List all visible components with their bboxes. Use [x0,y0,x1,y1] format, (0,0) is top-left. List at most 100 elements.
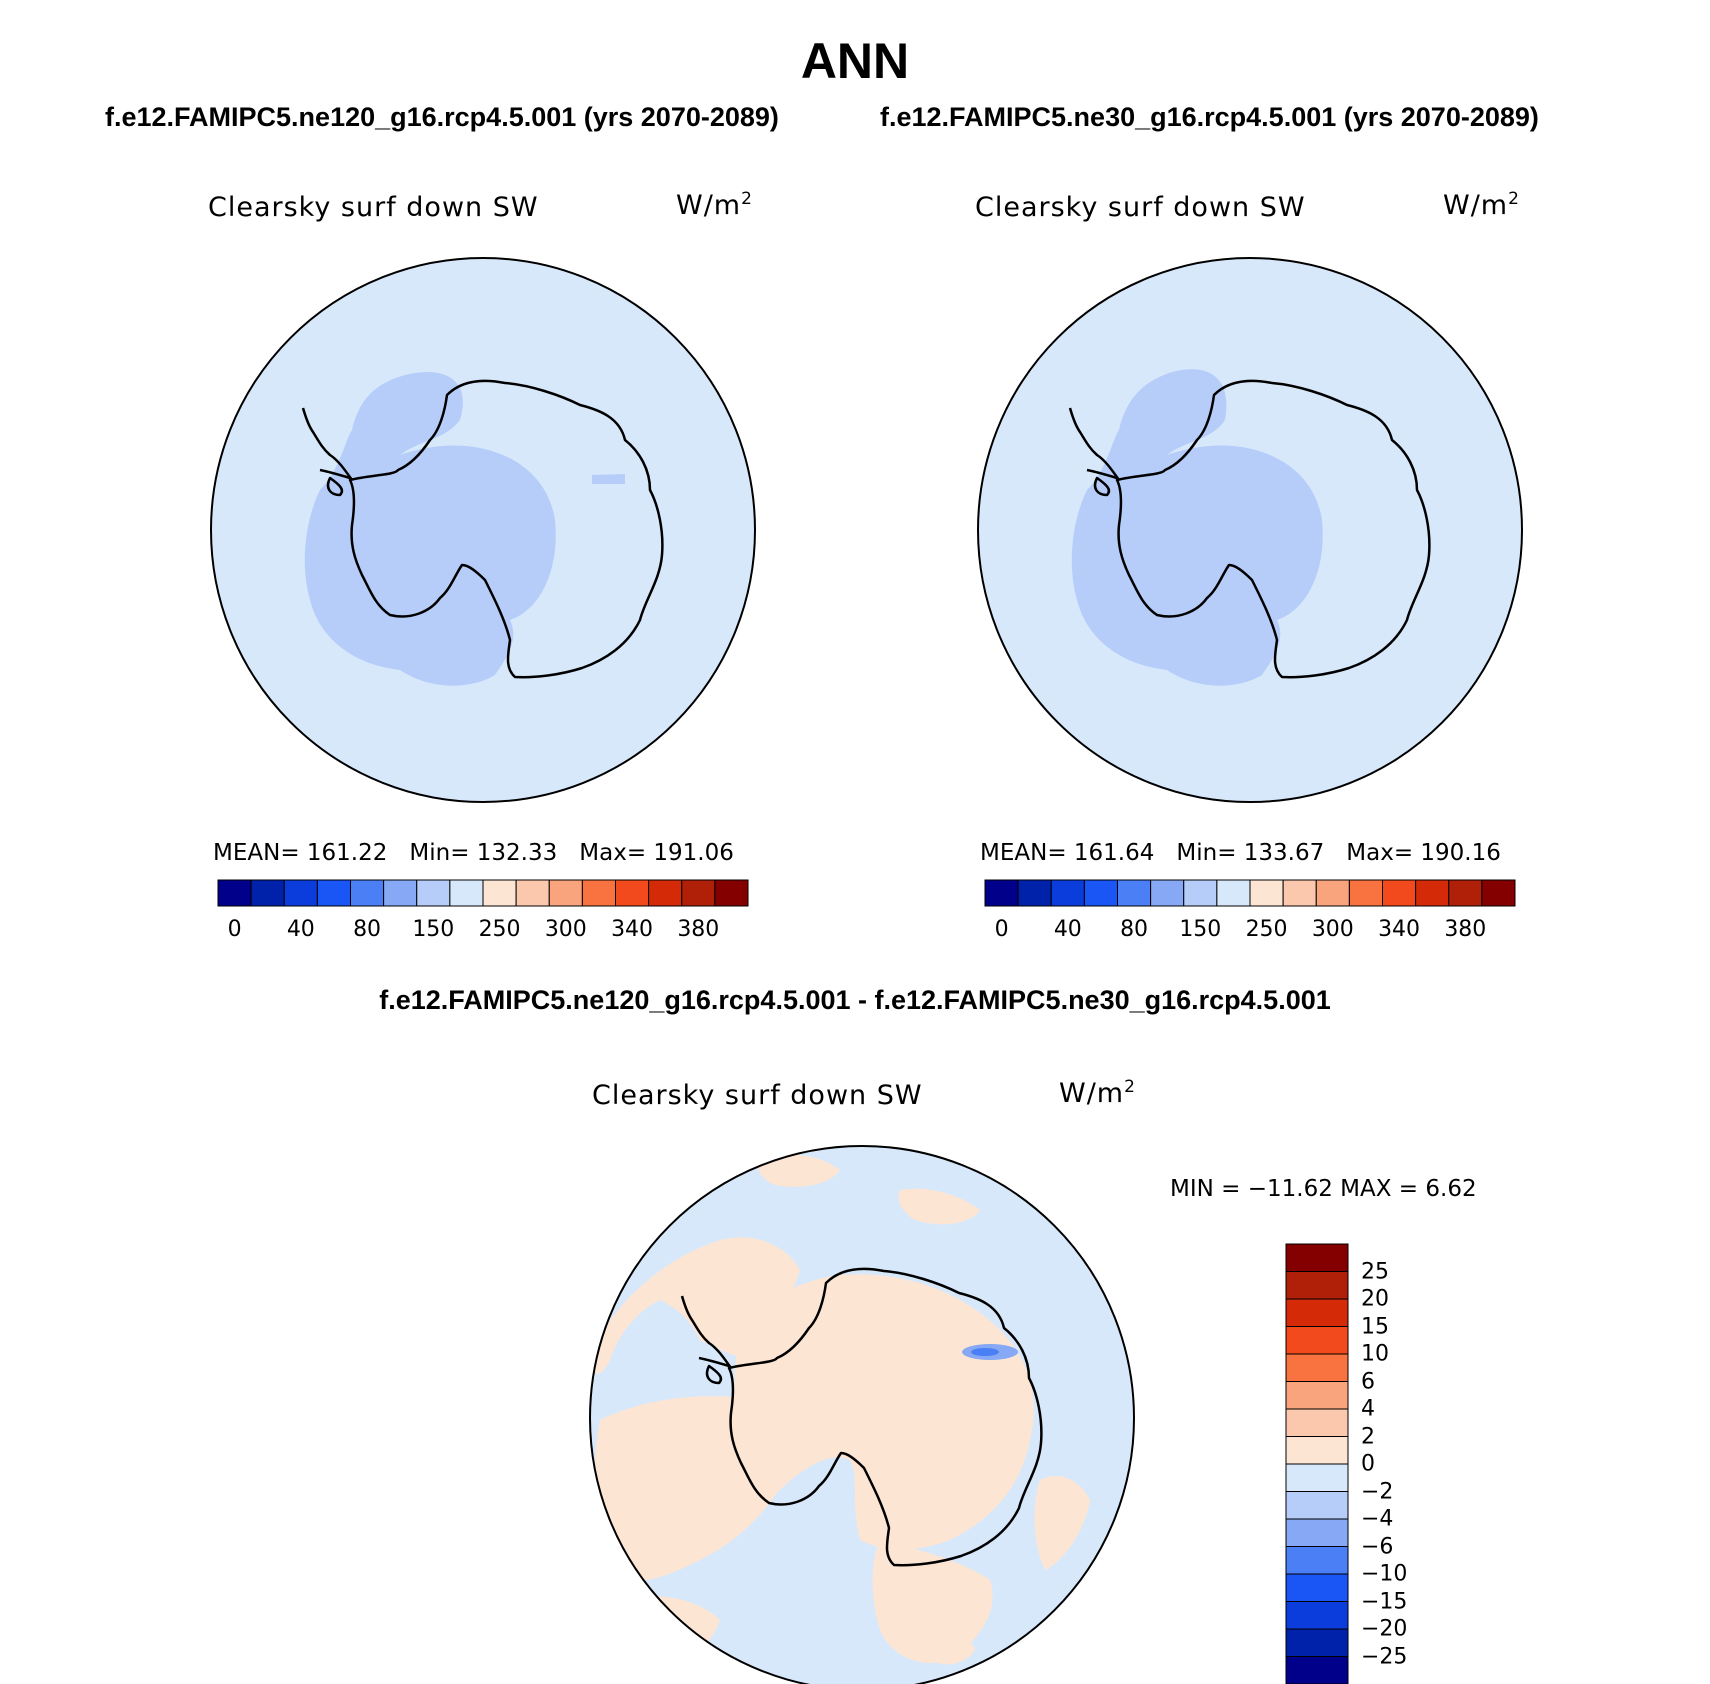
difference-title: f.e12.FAMIPC5.ne120_g16.rcp4.5.001 - f.e… [0,985,1710,1016]
diff-colorbar-box [1286,1602,1348,1630]
panel1-ocean [211,258,755,802]
panel1-colorbar-tick-label: 150 [412,917,454,942]
panel2-max: Max= 190.16 [1346,840,1501,866]
panel1-colorbar-box [483,880,516,906]
panel1-colorbar-box [549,880,582,906]
panel1-colorbar-tick-label: 80 [353,917,381,942]
panel1-antarctica-coastline [350,381,662,677]
panel2-peninsula-coastline [1070,408,1119,495]
panel2-colorbar-box [1416,880,1449,906]
diff-colorbar-box [1286,1574,1348,1602]
case2-title: f.e12.FAMIPC5.ne30_g16.rcp4.5.001 (yrs 2… [880,102,1539,133]
diff-colorbar-box [1286,1547,1348,1575]
diff-peninsula-coastline [682,1296,731,1383]
diff-colorbar-tick-label: 20 [1361,1287,1389,1312]
diff-units: W/m2 [1059,1077,1136,1109]
case1-title: f.e12.FAMIPC5.ne120_g16.rcp4.5.001 (yrs … [105,102,779,133]
diff-colorbar-tick-label: −20 [1361,1617,1407,1642]
season-title: ANN [0,32,1710,90]
diff-colorbar-box [1286,1629,1348,1657]
panel2-map-boundary [978,258,1522,802]
diff-colorbar-box [1286,1382,1348,1410]
panel2-colorbar-tick-label: 40 [1054,917,1082,942]
panel1-max: Max= 191.06 [579,840,734,866]
panel2-colorbar [985,880,1515,910]
panel1-colorbar-box [251,880,284,906]
panel1-units: W/m2 [676,189,753,221]
panel1-colorbar-box [649,880,682,906]
panel2-colorbar-tick-label: 300 [1312,917,1354,942]
panel1-peninsula-coastline [303,408,352,495]
panel1-colorbar-box [616,880,649,906]
diff-colorbar-box [1286,1657,1348,1684]
panel2-colorbar-box [1316,880,1349,906]
panel1-colorbar-tick-label: 340 [611,917,653,942]
panel2-colorbar-tick-label: 380 [1444,917,1486,942]
diff-colorbar-box [1286,1299,1348,1327]
diff-colorbar-tick-label: 25 [1361,1259,1389,1284]
diff-colorbar-box [1286,1437,1348,1465]
diff-colorbar-tick-label: −10 [1361,1562,1407,1587]
panel2-colorbar-box [1051,880,1084,906]
panel2-variable-name: Clearsky surf down SW [975,192,1306,223]
diff-variable-name: Clearsky surf down SW [592,1080,923,1111]
diff-colorbar-tick-label: −25 [1361,1644,1407,1669]
diff-colorbar-box [1286,1272,1348,1300]
panel2-colorbar-box [1383,880,1416,906]
diff-colorbar-tick-label: −2 [1361,1479,1393,1504]
diff-colorbar-tick-label: 4 [1361,1397,1375,1422]
panel1-low-sw-region [305,372,556,686]
panel2-colorbar-box [1449,880,1482,906]
panel2-mean: MEAN= 161.64 [980,840,1154,866]
diff-colorbar-tick-label: 15 [1361,1314,1389,1339]
diff-colorbar-tick-label: 10 [1361,1342,1389,1367]
diff-antarctica-coastline [729,1269,1041,1565]
panel2-antarctica-coastline [1117,381,1429,677]
panel1-colorbar-box [417,880,450,906]
panel2-units: W/m2 [1443,189,1520,221]
panel2-ocean [978,258,1522,802]
panel1-colorbar-box [516,880,549,906]
panel1-colorbar-box [682,880,715,906]
diff-positive-regions [590,1155,1090,1665]
panel1-colorbar-tick-label: 0 [228,917,242,942]
panel2-colorbar-box [1482,880,1515,906]
panel1-colorbar-box [450,880,483,906]
panel1-colorbar [218,880,748,910]
panel1-colorbar-tick-label: 300 [545,917,587,942]
panel2-colorbar-box [985,880,1018,906]
panel2-colorbar-tick-label: 150 [1179,917,1221,942]
panel1-min: Min= 132.33 [409,840,557,866]
panel1-map-boundary [211,258,755,802]
panel2-colorbar-box [1084,880,1117,906]
diff-map-boundary [590,1146,1134,1684]
panel1-colorbar-box [317,880,350,906]
panel2-colorbar-box [1250,880,1283,906]
panel2-colorbar-tick-label: 80 [1120,917,1148,942]
diff-colorbar-tick-label: −4 [1361,1507,1393,1532]
panel2-colorbar-box [1349,880,1382,906]
diff-negative-spot [962,1344,1018,1360]
diff-colorbar-tick-label: −15 [1361,1589,1407,1614]
panel2-colorbar-tick-label: 250 [1246,917,1288,942]
diff-colorbar-box [1286,1354,1348,1382]
diff-minmax: MIN = −11.62 MAX = 6.62 [1170,1176,1477,1202]
diff-colorbar-box [1286,1519,1348,1547]
panel2-colorbar-box [1018,880,1051,906]
diff-colorbar-box [1286,1492,1348,1520]
panel2-colorbar-box [1118,880,1151,906]
panel2-colorbar-tick-label: 0 [995,917,1009,942]
diff-colorbar-tick-label: 2 [1361,1424,1375,1449]
diff-colorbar-tick-label: 6 [1361,1369,1375,1394]
panel1-colorbar-box [351,880,384,906]
diff-colorbar [1286,1244,1350,1684]
diff-ocean [590,1146,1134,1684]
panel1-colorbar-box [218,880,251,906]
